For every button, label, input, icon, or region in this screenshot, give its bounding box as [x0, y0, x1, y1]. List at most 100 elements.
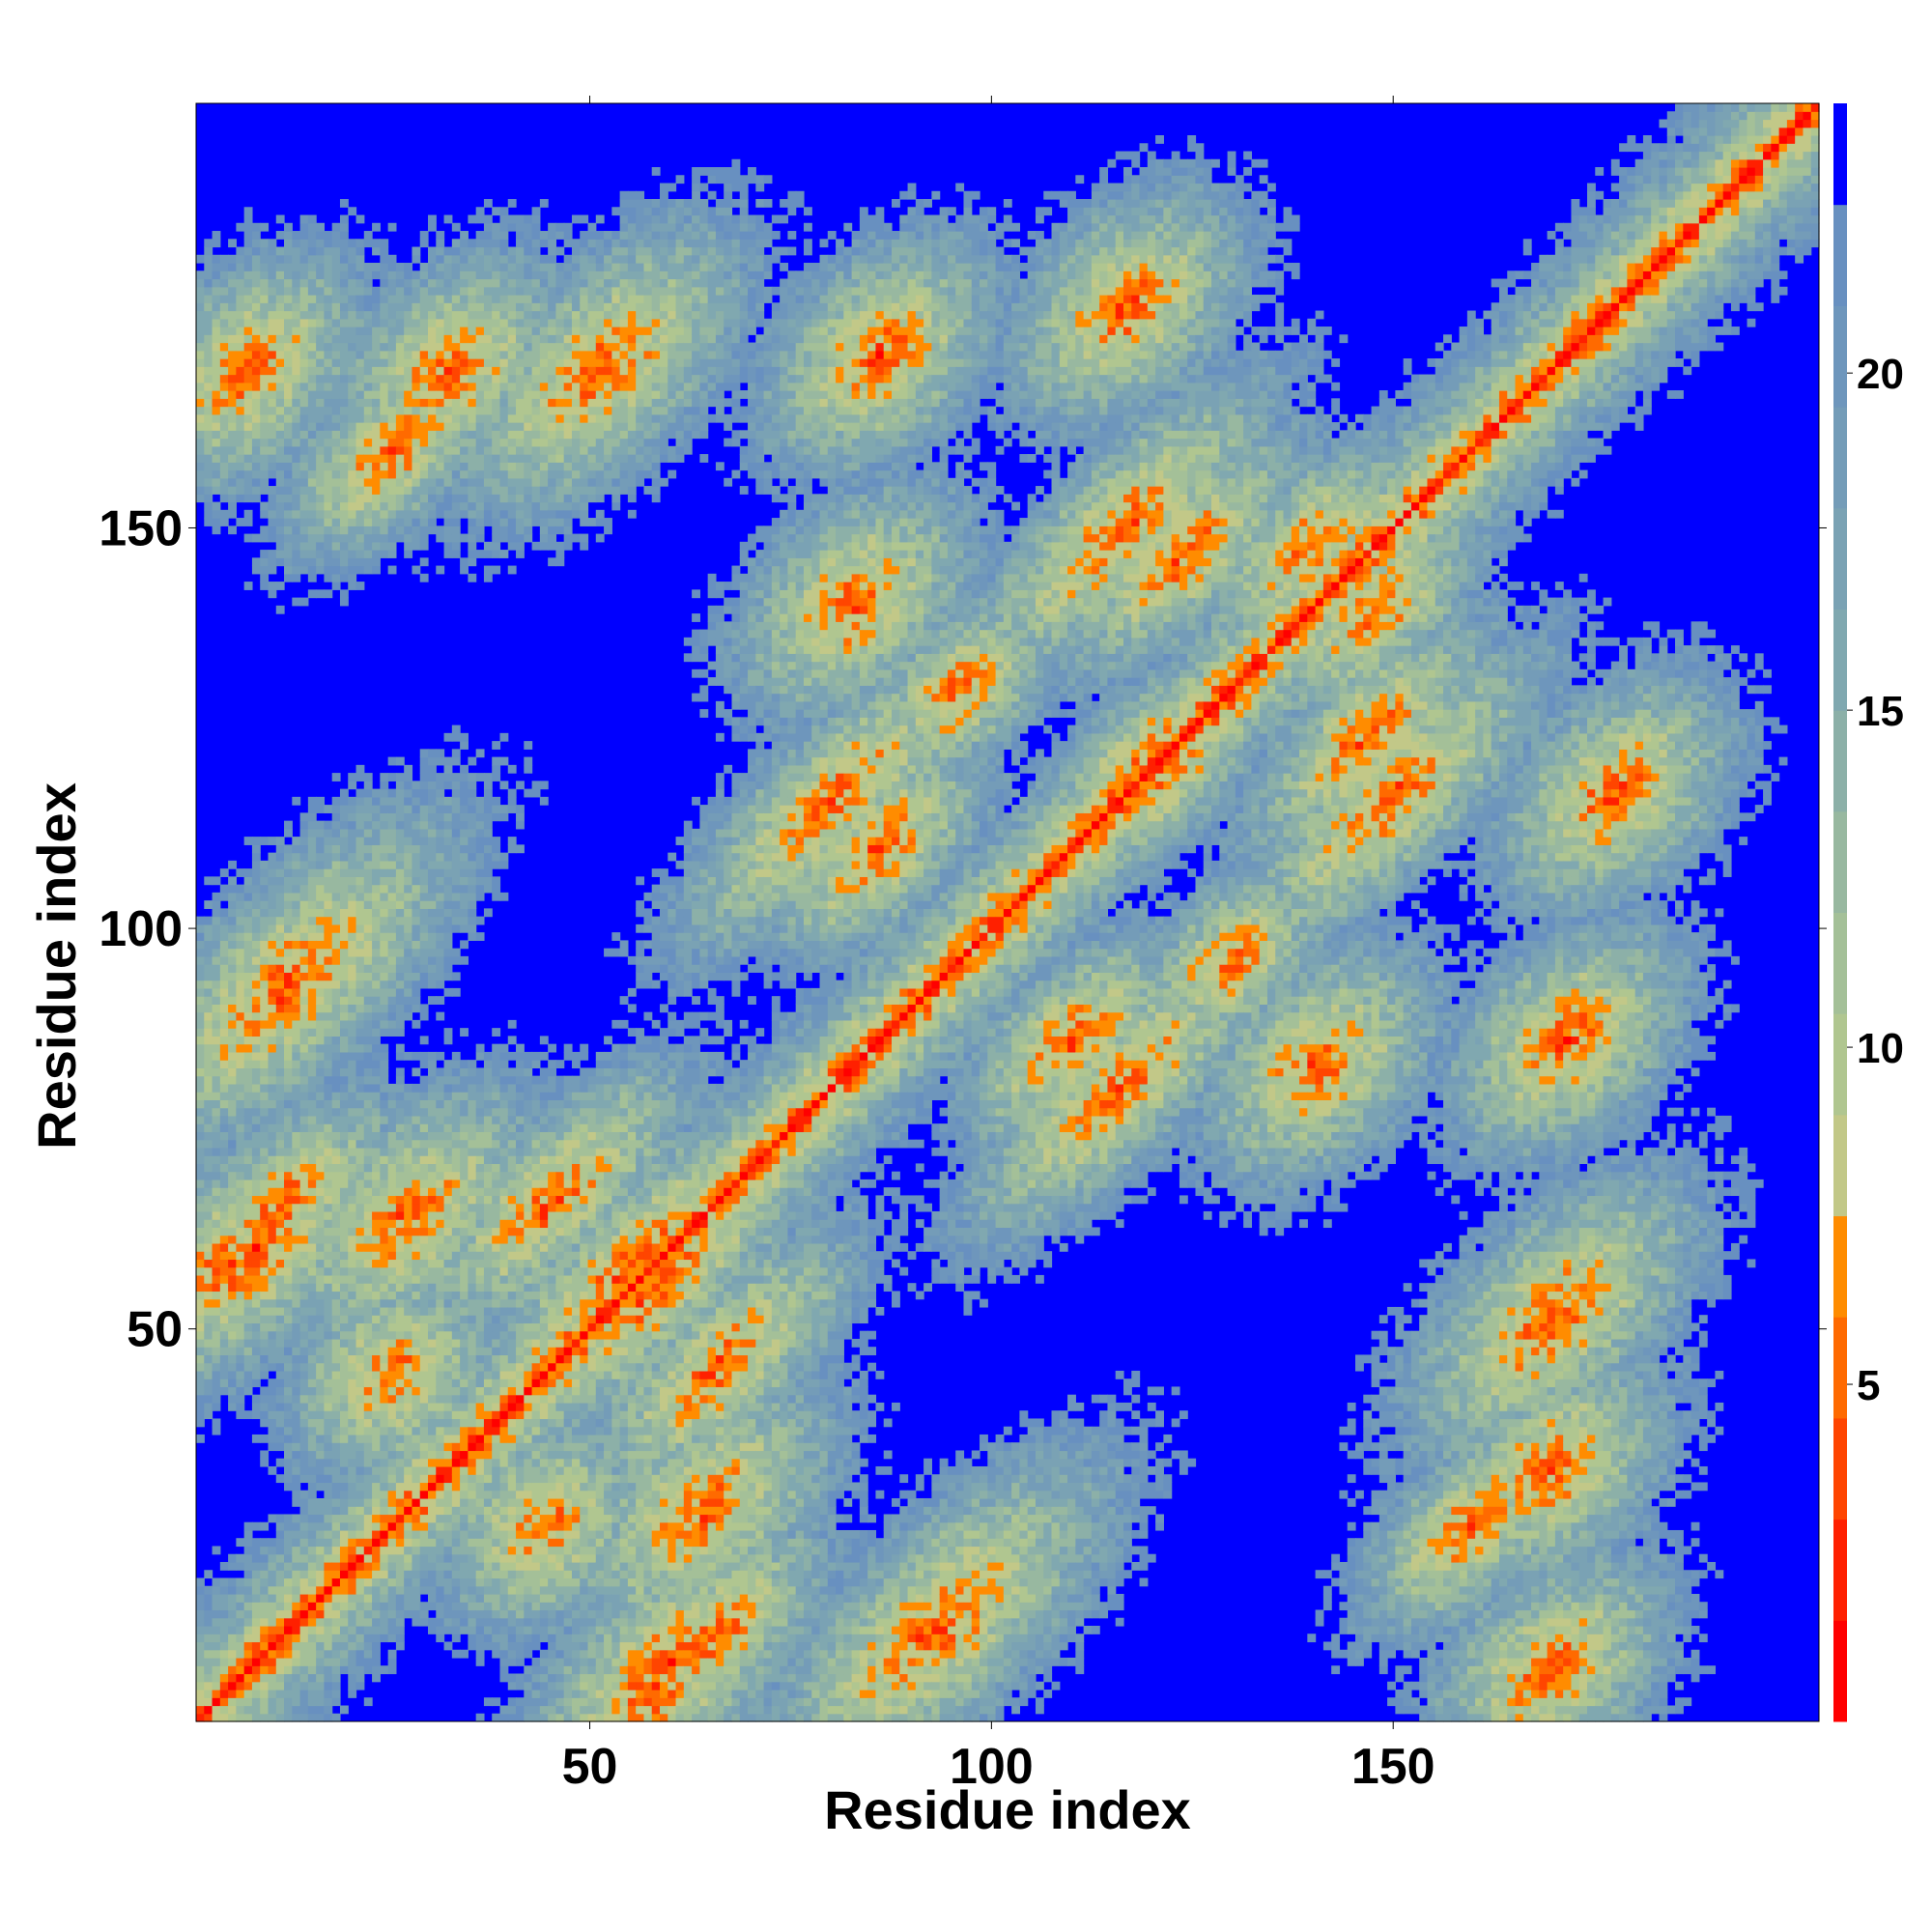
heatmap-cell [468, 1538, 477, 1548]
heatmap-cell [331, 1251, 341, 1261]
heatmap-cell [395, 1347, 405, 1356]
heatmap-cell [251, 876, 261, 886]
heatmap-cell [196, 1370, 205, 1379]
heatmap-cell [348, 1283, 357, 1293]
heatmap-cell [243, 430, 253, 440]
heatmap-cell [380, 972, 389, 981]
heatmap-cell [419, 1450, 429, 1460]
heatmap-cell [443, 533, 453, 543]
heatmap-cell [260, 1553, 270, 1563]
heatmap-cell [219, 1370, 229, 1379]
heatmap-cell [196, 1259, 205, 1268]
heatmap-cell [316, 1681, 326, 1690]
heatmap-cell [451, 948, 461, 957]
heatmap-cell [387, 526, 397, 535]
heatmap-cell [412, 932, 421, 941]
heatmap-cell [212, 1665, 221, 1675]
heatmap-cell [196, 1418, 205, 1428]
heatmap-cell [236, 1378, 245, 1388]
heatmap-cell [412, 844, 421, 854]
heatmap-cell [372, 1450, 381, 1460]
heatmap-cell [228, 1242, 237, 1252]
heatmap-cell [204, 1354, 213, 1364]
heatmap-cell [443, 972, 453, 981]
heatmap-cell [331, 526, 341, 535]
heatmap-cell [355, 1163, 365, 1173]
heatmap-cell [284, 1147, 293, 1156]
heatmap-cell [284, 1538, 293, 1548]
heatmap-cell [451, 469, 461, 479]
heatmap-cell [212, 1617, 221, 1627]
heatmap-cell [284, 231, 293, 240]
heatmap-cell [275, 1705, 285, 1715]
heatmap-cell [316, 263, 326, 271]
heatmap-cell [412, 900, 421, 909]
heatmap-cell [251, 382, 261, 391]
heatmap-cell [331, 1019, 341, 1029]
heatmap-cell [219, 334, 229, 344]
heatmap-cell [339, 239, 349, 248]
heatmap-cell [363, 1697, 373, 1707]
heatmap-cell [363, 1004, 373, 1013]
heatmap-cell [292, 295, 301, 303]
heatmap-cell [196, 254, 205, 264]
heatmap-cell [395, 350, 405, 359]
heatmap-cell [363, 1315, 373, 1324]
heatmap-cell [316, 1370, 326, 1379]
heatmap-cell [307, 1210, 317, 1220]
heatmap-cell [428, 1386, 437, 1396]
heatmap-cell [324, 1713, 333, 1722]
heatmap-cell [443, 1099, 453, 1109]
heatmap-cell [339, 565, 349, 575]
heatmap-cell [404, 1529, 413, 1539]
heatmap-cell [260, 286, 270, 296]
heatmap-cell [363, 1497, 373, 1507]
heatmap-cell [219, 868, 229, 877]
heatmap-cell [292, 1203, 301, 1212]
heatmap-cell [260, 1139, 270, 1149]
heatmap-cell [307, 1227, 317, 1236]
heatmap-cell [395, 382, 405, 391]
heatmap-cell [443, 327, 453, 335]
heatmap-cell [363, 469, 373, 479]
heatmap-cell [204, 310, 213, 320]
heatmap-cell [436, 1570, 445, 1579]
heatmap-cell [228, 1075, 237, 1085]
heatmap-cell [196, 1251, 205, 1261]
heatmap-cell [260, 1354, 270, 1364]
heatmap-cell [307, 445, 317, 455]
heatmap-cell [372, 1474, 381, 1484]
heatmap-cell [284, 430, 293, 440]
heatmap-cell [251, 1609, 261, 1619]
heatmap-cell [284, 366, 293, 376]
heatmap-cell [355, 940, 365, 950]
heatmap-cell [348, 390, 357, 399]
heatmap-cell [339, 526, 349, 535]
heatmap-cell [260, 413, 270, 423]
heatmap-cell [251, 1083, 261, 1093]
heatmap-cell [219, 1203, 229, 1212]
heatmap-cell [355, 286, 365, 296]
heatmap-cell [372, 406, 381, 415]
heatmap-cell [236, 1115, 245, 1124]
heatmap-cell [268, 1690, 277, 1698]
heatmap-cell [436, 350, 445, 359]
heatmap-cell [292, 486, 301, 495]
heatmap-cell [331, 1561, 341, 1571]
heatmap-cell [284, 1019, 293, 1029]
heatmap-cell [275, 1602, 285, 1611]
heatmap-cell [212, 1330, 221, 1340]
heatmap-cell [299, 940, 309, 950]
heatmap-cell [412, 1458, 421, 1467]
heatmap-cell [363, 1625, 373, 1634]
heatmap-cell [251, 1203, 261, 1212]
heatmap-cell [196, 1115, 205, 1124]
heatmap-cell [468, 550, 477, 558]
heatmap-cell [196, 454, 205, 463]
heatmap-cell [243, 1641, 253, 1651]
heatmap-cell [316, 1219, 326, 1229]
heatmap-cell [380, 916, 389, 925]
heatmap-cell [387, 1602, 397, 1611]
heatmap-cell [348, 1585, 357, 1595]
heatmap-cell [451, 1060, 461, 1068]
